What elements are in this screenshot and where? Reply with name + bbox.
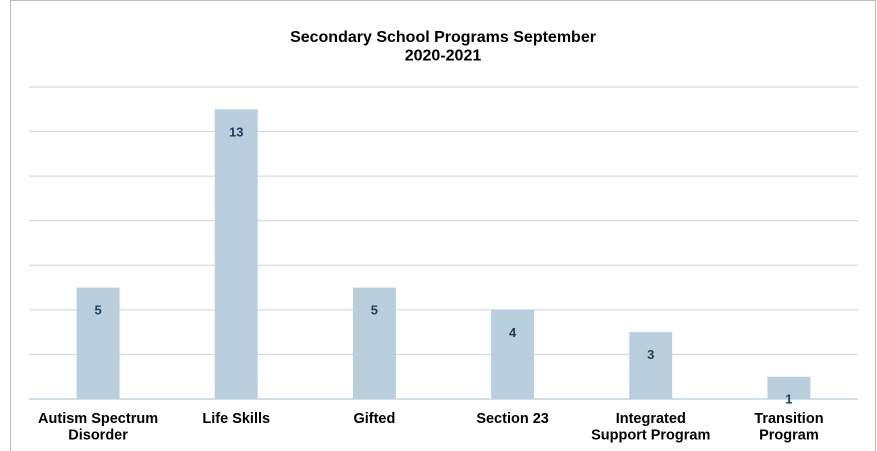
bar (767, 376, 811, 399)
bar (491, 309, 535, 399)
bar (352, 287, 396, 399)
x-tick-label: Section 23 (476, 411, 549, 427)
value-label: 13 (229, 124, 243, 139)
value-label: 5 (94, 303, 101, 318)
chart-frame (10, 0, 876, 451)
bar (214, 109, 258, 400)
x-tick-label: Life Skills (202, 411, 270, 427)
bar (629, 332, 673, 399)
value-label: 5 (371, 303, 378, 318)
bar (76, 287, 120, 399)
x-tick-label: Transition Program (754, 411, 823, 444)
x-tick-label: Gifted (353, 411, 395, 427)
x-tick-label: Integrated Support Program (591, 411, 710, 444)
chart-title: Secondary School Programs September 2020-… (290, 29, 596, 64)
value-label: 1 (785, 392, 792, 407)
x-tick-label: Autism Spectrum Disorder (38, 411, 158, 444)
value-label: 4 (509, 325, 517, 340)
value-label: 3 (647, 347, 654, 362)
